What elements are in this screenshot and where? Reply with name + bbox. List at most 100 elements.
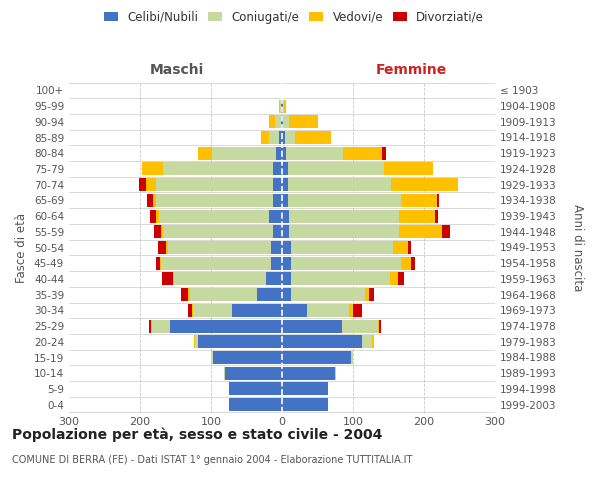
Bar <box>399 226 442 238</box>
Bar <box>368 288 374 301</box>
Bar <box>142 162 163 175</box>
Bar <box>271 257 282 270</box>
Bar <box>188 304 192 317</box>
Y-axis label: Fasce di età: Fasce di età <box>16 212 28 282</box>
Bar <box>155 210 159 222</box>
Bar <box>154 226 161 238</box>
Bar <box>282 241 290 254</box>
Bar <box>379 320 380 332</box>
Bar <box>157 194 274 207</box>
Bar <box>362 336 372 348</box>
Bar <box>282 398 328 411</box>
Bar <box>401 257 411 270</box>
Bar <box>269 210 282 222</box>
Bar <box>295 131 331 144</box>
Bar <box>211 351 213 364</box>
Bar <box>190 288 257 301</box>
Bar <box>280 100 281 112</box>
Bar <box>188 288 190 301</box>
Bar <box>274 226 282 238</box>
Bar <box>147 194 153 207</box>
Bar <box>160 257 161 270</box>
Bar <box>442 226 450 238</box>
Bar <box>282 320 343 332</box>
Bar <box>281 116 282 128</box>
Bar <box>282 351 351 364</box>
Bar <box>274 194 282 207</box>
Bar <box>229 398 282 411</box>
Bar <box>407 241 411 254</box>
Bar <box>287 194 401 207</box>
Legend: Celibi/Nubili, Coniugati/e, Vedovi/e, Divorziati/e: Celibi/Nubili, Coniugati/e, Vedovi/e, Di… <box>99 6 489 28</box>
Bar <box>170 320 282 332</box>
Bar <box>266 272 282 285</box>
Bar <box>153 194 157 207</box>
Bar <box>162 272 173 285</box>
Bar <box>194 336 198 348</box>
Bar <box>158 241 166 254</box>
Bar <box>382 147 386 160</box>
Bar <box>283 116 289 128</box>
Bar <box>174 272 266 285</box>
Text: Popolazione per età, sesso e stato civile - 2004: Popolazione per età, sesso e stato civil… <box>12 428 382 442</box>
Bar <box>157 178 274 191</box>
Bar <box>290 272 390 285</box>
Bar <box>287 178 391 191</box>
Bar <box>269 116 275 128</box>
Bar <box>212 147 277 160</box>
Bar <box>157 257 160 270</box>
Bar <box>437 194 439 207</box>
Bar <box>290 241 394 254</box>
Bar <box>181 288 188 301</box>
Bar <box>274 162 282 175</box>
Bar <box>383 162 433 175</box>
Bar <box>289 210 399 222</box>
Y-axis label: Anni di nascita: Anni di nascita <box>571 204 584 291</box>
Bar <box>139 178 146 191</box>
Bar <box>146 178 157 191</box>
Bar <box>149 320 151 332</box>
Bar <box>398 272 404 285</box>
Bar <box>166 241 169 254</box>
Bar <box>275 116 281 128</box>
Bar <box>394 241 407 254</box>
Bar <box>282 178 287 191</box>
Bar <box>287 162 383 175</box>
Bar <box>307 304 349 317</box>
Bar <box>290 257 401 270</box>
Bar <box>192 304 193 317</box>
Bar <box>351 351 353 364</box>
Bar <box>349 304 353 317</box>
Bar <box>282 147 286 160</box>
Bar <box>282 162 287 175</box>
Bar <box>161 226 163 238</box>
Bar <box>163 226 274 238</box>
Bar <box>335 367 336 380</box>
Bar <box>401 194 437 207</box>
Bar <box>282 304 307 317</box>
Text: COMUNE DI BERRA (FE) - Dati ISTAT 1° gennaio 2004 - Elaborazione TUTTITALIA.IT: COMUNE DI BERRA (FE) - Dati ISTAT 1° gen… <box>12 455 412 465</box>
Text: Femmine: Femmine <box>376 64 446 78</box>
Bar <box>434 210 438 222</box>
Bar <box>279 100 280 112</box>
Bar <box>282 367 335 380</box>
Bar <box>269 131 279 144</box>
Bar <box>399 210 434 222</box>
Bar <box>159 210 269 222</box>
Bar <box>353 304 362 317</box>
Bar <box>281 100 282 112</box>
Bar <box>169 241 271 254</box>
Bar <box>378 320 379 332</box>
Bar <box>365 288 368 301</box>
Bar <box>286 147 343 160</box>
Bar <box>282 272 290 285</box>
Bar <box>274 178 282 191</box>
Bar <box>193 304 232 317</box>
Bar <box>290 288 365 301</box>
Bar <box>390 272 398 285</box>
Bar <box>282 336 362 348</box>
Bar <box>372 336 374 348</box>
Text: Maschi: Maschi <box>150 64 204 78</box>
Bar <box>282 226 289 238</box>
Bar <box>277 147 282 160</box>
